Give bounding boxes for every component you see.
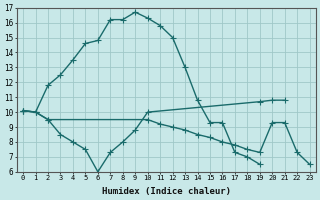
X-axis label: Humidex (Indice chaleur): Humidex (Indice chaleur) bbox=[102, 187, 231, 196]
